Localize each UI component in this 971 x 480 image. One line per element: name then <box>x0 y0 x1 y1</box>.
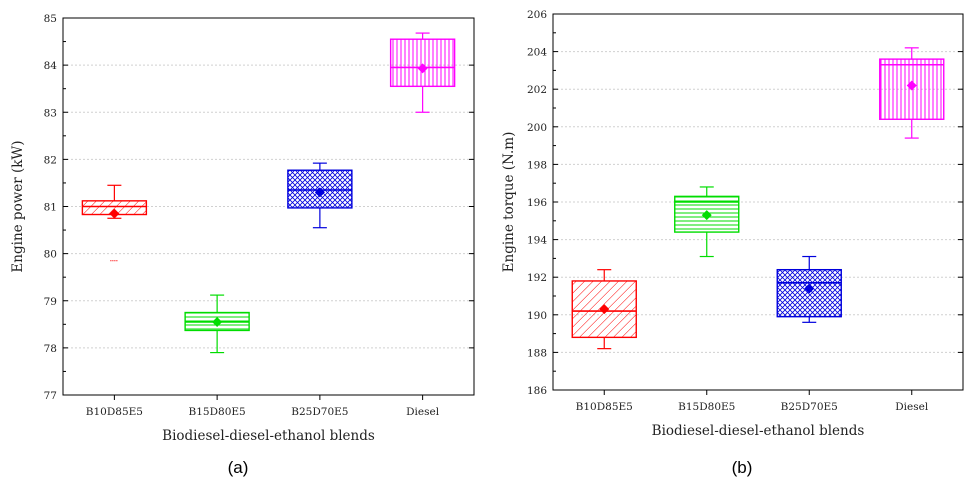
box-b15d80e5 <box>674 186 740 258</box>
y-tick-label: 204 <box>527 47 547 59</box>
panel-label: (a) <box>228 458 249 477</box>
x-axis-title: Biodiesel-diesel-ethanol blends <box>652 423 865 439</box>
panel-b-engine-torque: 186 188 190 192 194 196 198 200 202 204 206 B10D85E… <box>501 9 964 477</box>
x-tick-label: B15D80E5 <box>189 406 246 418</box>
y-tick-label: 198 <box>527 159 547 171</box>
y-tick-label: 77 <box>44 390 57 402</box>
y-tick-label: 190 <box>527 310 547 322</box>
y-axis-title: Engine power (kW) <box>10 140 26 272</box>
y-tick-label: 78 <box>44 343 57 355</box>
box-b10d85e5 <box>81 184 148 262</box>
y-tick-label: 194 <box>527 235 547 247</box>
y-tick-label: 79 <box>44 296 57 308</box>
x-tick-label: B25D70E5 <box>291 406 348 418</box>
mean-marker <box>314 187 325 198</box>
y-tick-label: 83 <box>44 107 57 119</box>
box-diesel <box>389 32 456 113</box>
x-tick-label: B15D80E5 <box>678 401 735 413</box>
y-tick-label: 80 <box>44 249 57 261</box>
x-tick-label: B25D70E5 <box>781 401 838 413</box>
y-tick-label: 206 <box>527 9 547 21</box>
y-tick-label: 81 <box>44 202 57 214</box>
y-tick-label: 188 <box>527 347 547 359</box>
box-b15d80e5 <box>184 294 250 354</box>
mean-marker <box>906 80 917 91</box>
x-tick-label: Diesel <box>895 401 929 413</box>
box-b25d70e5 <box>287 162 353 229</box>
box-iqr <box>389 38 456 88</box>
y-tick-label: 84 <box>44 60 58 72</box>
panel-label: (b) <box>732 458 753 477</box>
panel-a-engine-power: 77 78 79 80 81 82 83 84 85 B10D85E5 B15D80E5 B25D70… <box>10 13 475 477</box>
y-tick-label: 192 <box>527 272 547 284</box>
mean-marker <box>701 210 712 221</box>
y-axis-title: Engine torque (N.m) <box>501 132 517 273</box>
y-tick-label: 196 <box>527 197 547 209</box>
mean-marker <box>804 283 815 294</box>
y-tick-label: 200 <box>527 122 547 134</box>
y-tick-label: 82 <box>44 154 57 166</box>
box-b10d85e5 <box>571 269 637 350</box>
x-tick-label: B10D85E5 <box>576 401 633 413</box>
x-tick-label: B10D85E5 <box>86 406 143 418</box>
x-tick-label: Diesel <box>406 406 440 418</box>
box-b25d70e5 <box>776 255 842 323</box>
box-diesel <box>879 47 945 139</box>
mean-marker <box>417 63 428 74</box>
y-tick-label: 202 <box>527 84 547 96</box>
mean-marker <box>109 208 120 219</box>
y-tick-label: 186 <box>527 385 547 397</box>
x-axis-title: Biodiesel-diesel-ethanol blends <box>162 428 375 444</box>
mean-marker <box>599 304 610 315</box>
y-tick-label: 85 <box>44 13 57 25</box>
mean-marker <box>212 316 223 327</box>
